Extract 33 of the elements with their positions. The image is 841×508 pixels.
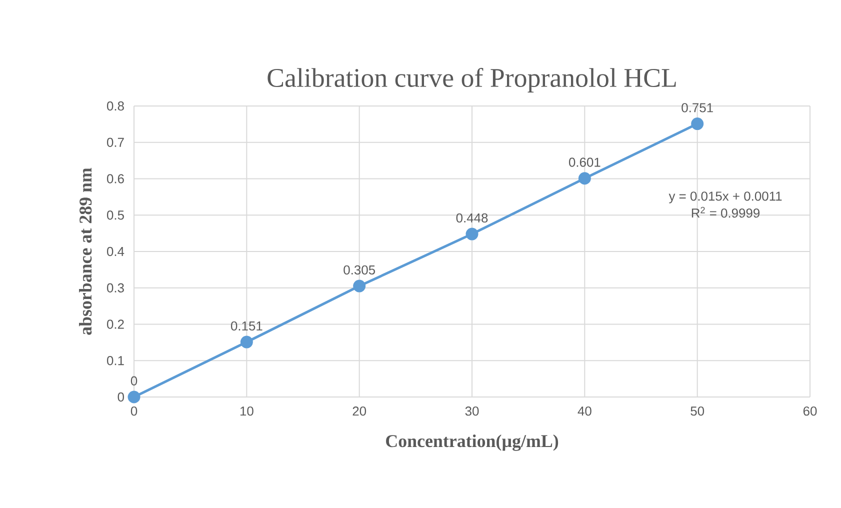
data-label: 0 [130, 376, 138, 386]
point [240, 336, 253, 348]
x-tick-label: 10 [240, 406, 254, 416]
x-tick-label: 20 [352, 406, 366, 416]
data-label: 0.751 [682, 103, 713, 112]
x-tick-label: 30 [465, 406, 479, 416]
data-label: 0.448 [456, 213, 488, 223]
annotation: R$^{2}$ = 0.9999 [692, 206, 760, 218]
y-tick-label: 0.1 [106, 356, 124, 366]
y-tick-label: 0.3 [106, 283, 124, 292]
data-label: 0.305 [344, 265, 375, 275]
point [353, 280, 366, 292]
y-tick-label: 0.8 [106, 101, 124, 111]
y-axis-title: absorbance at 289 nm [79, 168, 92, 335]
y-tick-label: 0.5 [106, 210, 124, 220]
point [128, 390, 140, 404]
y-tick-label: 0 [118, 392, 124, 402]
point [691, 118, 704, 130]
annotation: y = 0.015x + 0.0011 [668, 192, 782, 204]
data-label: 0.601 [568, 158, 600, 167]
x-axis-title: Concentration(µg/mL) [386, 434, 558, 451]
x-tick-label: 50 [690, 406, 704, 416]
point [466, 228, 478, 240]
y-tick-label: 0.6 [106, 174, 124, 184]
chart-title: Calibration curve of Propranolol HCL [268, 68, 676, 92]
y-tick-label: 0.7 [106, 138, 124, 147]
data-label: 0.151 [230, 321, 262, 331]
y-tick-label: 0.4 [106, 246, 124, 256]
x-tick-label: 40 [578, 406, 592, 416]
point [578, 172, 591, 185]
x-tick-label: 0 [130, 406, 138, 416]
x-tick-label: 60 [803, 406, 817, 416]
y-tick-label: 0.2 [106, 320, 124, 329]
